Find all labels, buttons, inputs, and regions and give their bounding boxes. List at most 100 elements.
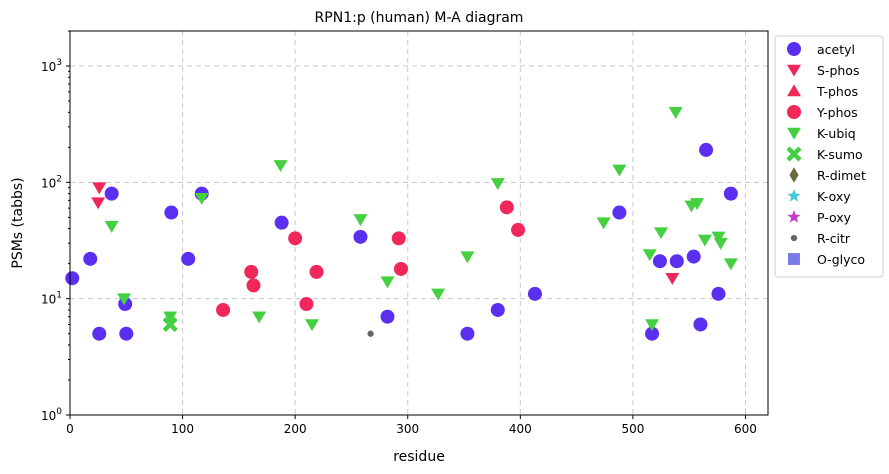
- acetyl-point: [181, 251, 196, 266]
- k-ubiq-point: [654, 227, 669, 240]
- legend-label-p-oxy: P-oxy: [817, 210, 852, 225]
- k-sumo-point: [162, 316, 178, 333]
- acetyl-point: [353, 229, 368, 244]
- grid-lines: [69, 31, 768, 415]
- y-tick-label: 100: [41, 407, 62, 423]
- chart-title: RPN1:p (human) M-A diagram: [315, 10, 524, 26]
- legend-marker-y-phos: [787, 105, 801, 119]
- k-ubiq-point: [697, 234, 712, 247]
- k-ubiq-point: [713, 237, 728, 250]
- k-ubiq-point: [460, 251, 475, 264]
- y-phos-point: [391, 231, 406, 246]
- acetyl-point: [490, 302, 505, 317]
- legend-label-k-oxy: K-oxy: [817, 189, 851, 204]
- x-tick-label: 300: [396, 422, 419, 436]
- k-ubiq-point: [104, 220, 119, 233]
- y-tick-label: 103: [41, 58, 62, 74]
- legend-marker-k-sumo: [786, 146, 802, 162]
- legend-label-y-phos: Y-phos: [816, 105, 858, 120]
- y-tick-label: 102: [41, 174, 62, 190]
- acetyl-point: [164, 205, 179, 220]
- legend-marker-r-dimet: [789, 167, 799, 183]
- acetyl-point: [652, 254, 667, 269]
- plot-frame: [69, 30, 769, 416]
- legend-marker-o-glyco: [788, 253, 800, 265]
- s-phos-point: [91, 197, 106, 210]
- x-axis-ticks: 0 100 200 300 400 500 600: [66, 415, 757, 436]
- y-phos-point: [246, 278, 261, 293]
- legend-label-k-sumo: K-sumo: [817, 147, 863, 162]
- k-ubiq-point: [723, 258, 738, 271]
- y-phos-point: [309, 264, 324, 279]
- legend-label-acetyl: acetyl: [817, 42, 855, 57]
- k-ubiq-point: [273, 160, 288, 172]
- acetyl-point: [527, 286, 542, 301]
- k-ubiq-point: [117, 293, 132, 306]
- y-phos-point: [511, 222, 526, 237]
- acetyl-point: [460, 326, 475, 341]
- acetyl-point: [699, 142, 714, 157]
- y-tick-label: 101: [41, 291, 62, 307]
- x-tick-label: 100: [171, 422, 194, 436]
- y-phos-point: [499, 200, 514, 215]
- k-ubiq-point: [353, 214, 368, 227]
- acetyl-point: [723, 186, 738, 201]
- x-tick-label: 400: [509, 422, 532, 436]
- k-ubiq-point: [645, 319, 660, 332]
- acetyl-point: [65, 271, 80, 286]
- legend-marker-s-phos: [787, 64, 801, 77]
- acetyl-point: [104, 186, 119, 201]
- k-ubiq-point: [711, 231, 726, 244]
- acetyl-point: [83, 251, 98, 266]
- k-ubiq-point: [596, 217, 611, 230]
- k-ubiq-point: [431, 288, 446, 301]
- acetyl-point: [380, 309, 395, 324]
- y-phos-point: [216, 302, 231, 317]
- x-tick-label: 200: [284, 422, 307, 436]
- legend-label-s-phos: S-phos: [817, 63, 859, 78]
- data-points: [65, 107, 738, 341]
- x-tick-label: 600: [734, 422, 757, 436]
- k-ubiq-point: [380, 276, 395, 289]
- legend-marker-acetyl: [787, 42, 801, 56]
- legend-marker-t-phos: [787, 84, 801, 97]
- legend-marker-p-oxy: [787, 210, 801, 223]
- legend-marker-r-citr: [790, 234, 798, 242]
- k-ubiq-point: [642, 249, 657, 262]
- legend: acetyl S-phos T-phos Y-phos K-ubiq K-sumo R-di…: [774, 35, 884, 278]
- legend-frame: [774, 35, 884, 278]
- y-axis-label: PSMs (tabbs): [10, 177, 26, 268]
- legend-label-r-citr: R-citr: [817, 231, 851, 246]
- y-axis-ticks: 100 101 102 103: [41, 30, 70, 423]
- acetyl-point: [92, 326, 107, 341]
- y-phos-point: [244, 264, 259, 279]
- k-ubiq-point: [163, 311, 178, 324]
- legend-marker-k-oxy: [787, 189, 801, 202]
- acetyl-point: [612, 205, 627, 220]
- y-phos-point: [288, 231, 303, 246]
- y-phos-point: [299, 296, 314, 311]
- acetyl-point: [711, 286, 726, 301]
- s-phos-point: [665, 272, 680, 285]
- x-tick-label: 500: [621, 422, 644, 436]
- k-ubiq-point: [194, 192, 209, 205]
- acetyl-point: [645, 326, 660, 341]
- k-ubiq-point: [490, 178, 505, 191]
- x-tick-label: 0: [66, 422, 74, 436]
- legend-marker-k-ubiq: [787, 127, 801, 140]
- y-phos-point: [393, 261, 408, 276]
- k-ubiq-point: [305, 319, 320, 332]
- acetyl-point: [274, 215, 289, 230]
- legend-label-r-dimet: R-dimet: [817, 168, 866, 183]
- acetyl-point: [693, 317, 708, 332]
- x-axis-label: residue: [393, 449, 445, 465]
- acetyl-point: [119, 326, 134, 341]
- acetyl-point: [669, 254, 684, 269]
- acetyl-point: [686, 249, 701, 264]
- r-citr-point: [367, 330, 374, 337]
- legend-label-k-ubiq: K-ubiq: [817, 126, 856, 141]
- legend-label-t-phos: T-phos: [816, 84, 858, 99]
- s-phos-point: [92, 182, 107, 195]
- k-ubiq-point: [252, 311, 267, 324]
